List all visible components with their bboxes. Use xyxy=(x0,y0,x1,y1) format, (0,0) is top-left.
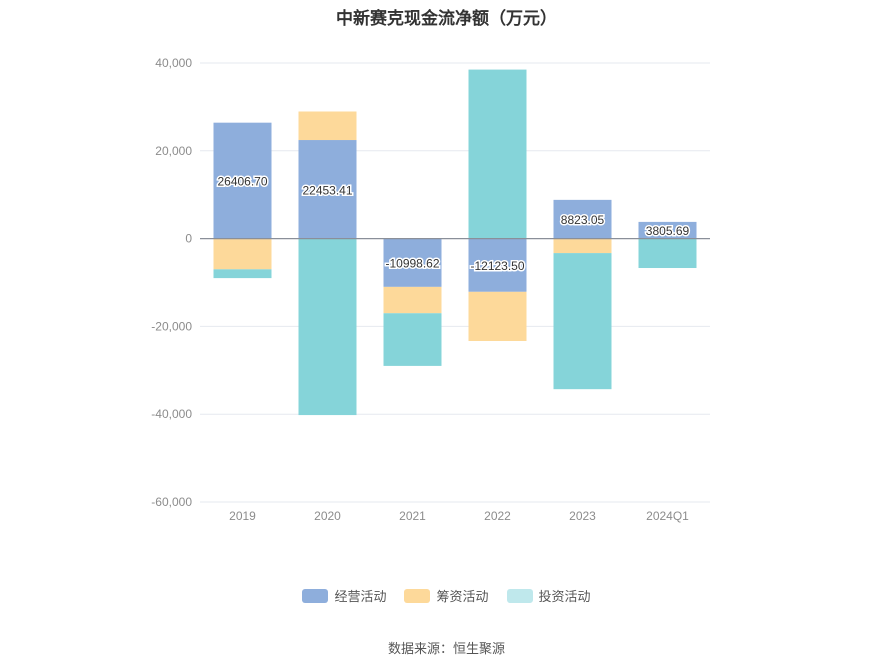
bar-operating-2023[interactable] xyxy=(553,199,612,239)
data-label-2023: 8823.05 xyxy=(561,213,605,227)
legend-label-operating: 经营活动 xyxy=(334,589,387,604)
chart-title: 中新赛克现金流净额（万元） xyxy=(336,9,557,28)
legend-label-investing: 投资活动 xyxy=(538,589,591,604)
y-tick-label: 0 xyxy=(185,232,192,246)
legend-item-operating[interactable]: 经营活动 xyxy=(302,586,386,605)
bar-investing-2020[interactable] xyxy=(298,238,357,416)
data-label-2021: -10998.62 xyxy=(385,257,439,271)
bar-investing-2024Q1[interactable] xyxy=(638,238,697,269)
bar-financing-2020[interactable] xyxy=(298,111,357,141)
x-tick-label-2024Q1: 2024Q1 xyxy=(646,509,689,523)
axis-labels: 40,000 20,000 0 -20,000 -40,000 -60,000 2019 20… xyxy=(151,56,689,523)
bars xyxy=(213,69,697,416)
bar-operating-2019[interactable] xyxy=(213,122,272,239)
bar-operating-2024Q1[interactable] xyxy=(638,221,697,239)
legend-swatch-operating xyxy=(302,588,329,603)
bar-investing-2022[interactable] xyxy=(468,69,527,239)
y-tick-label: -60,000 xyxy=(151,495,192,509)
x-tick-label-2021: 2021 xyxy=(399,509,426,523)
bar-financing-2019[interactable] xyxy=(213,238,272,270)
y-tick-label: -20,000 xyxy=(151,319,192,333)
data-labels: 26406.70 22453.41 -10998.62 -12123.50 8823.0… xyxy=(216,173,691,275)
legend-swatch-investing xyxy=(506,588,533,603)
x-tick-label-2019: 2019 xyxy=(229,509,256,523)
y-tick-label: 40,000 xyxy=(155,56,192,70)
bar-investing-2023[interactable] xyxy=(553,253,612,390)
legend-item-investing[interactable]: 投资活动 xyxy=(506,586,591,605)
data-label-2024Q1: 3805.69 xyxy=(646,224,690,238)
bar-financing-2021[interactable] xyxy=(383,286,442,314)
bar-investing-2021[interactable] xyxy=(383,313,442,366)
data-label-2020: 22453.41 xyxy=(302,183,352,197)
x-tick-label-2023: 2023 xyxy=(569,509,596,523)
legend-label-financing: 筹资活动 xyxy=(436,589,489,604)
data-label-2019: 26406.70 xyxy=(217,175,267,189)
gridlines xyxy=(200,62,710,503)
bar-financing-2022[interactable] xyxy=(468,291,527,341)
legend-item-financing[interactable]: 筹资活动 xyxy=(404,586,489,605)
x-tick-label-2022: 2022 xyxy=(484,509,511,523)
bar-operating-2022[interactable] xyxy=(468,238,527,292)
y-tick-label: 20,000 xyxy=(155,144,192,158)
y-tick-label: -40,000 xyxy=(151,407,192,421)
bar-operating-2021[interactable] xyxy=(383,238,442,287)
bar-financing-2023[interactable] xyxy=(553,238,612,254)
legend-swatch-financing xyxy=(404,588,431,603)
bar-investing-2019[interactable] xyxy=(213,269,272,279)
x-tick-label-2020: 2020 xyxy=(314,509,341,523)
source-note: 数据来源：恒生聚源 xyxy=(387,641,505,656)
data-label-2022: -12123.50 xyxy=(470,259,524,273)
bar-operating-2020[interactable] xyxy=(298,140,357,239)
legend: 经营活动 筹资活动 投资活动 xyxy=(0,586,893,605)
